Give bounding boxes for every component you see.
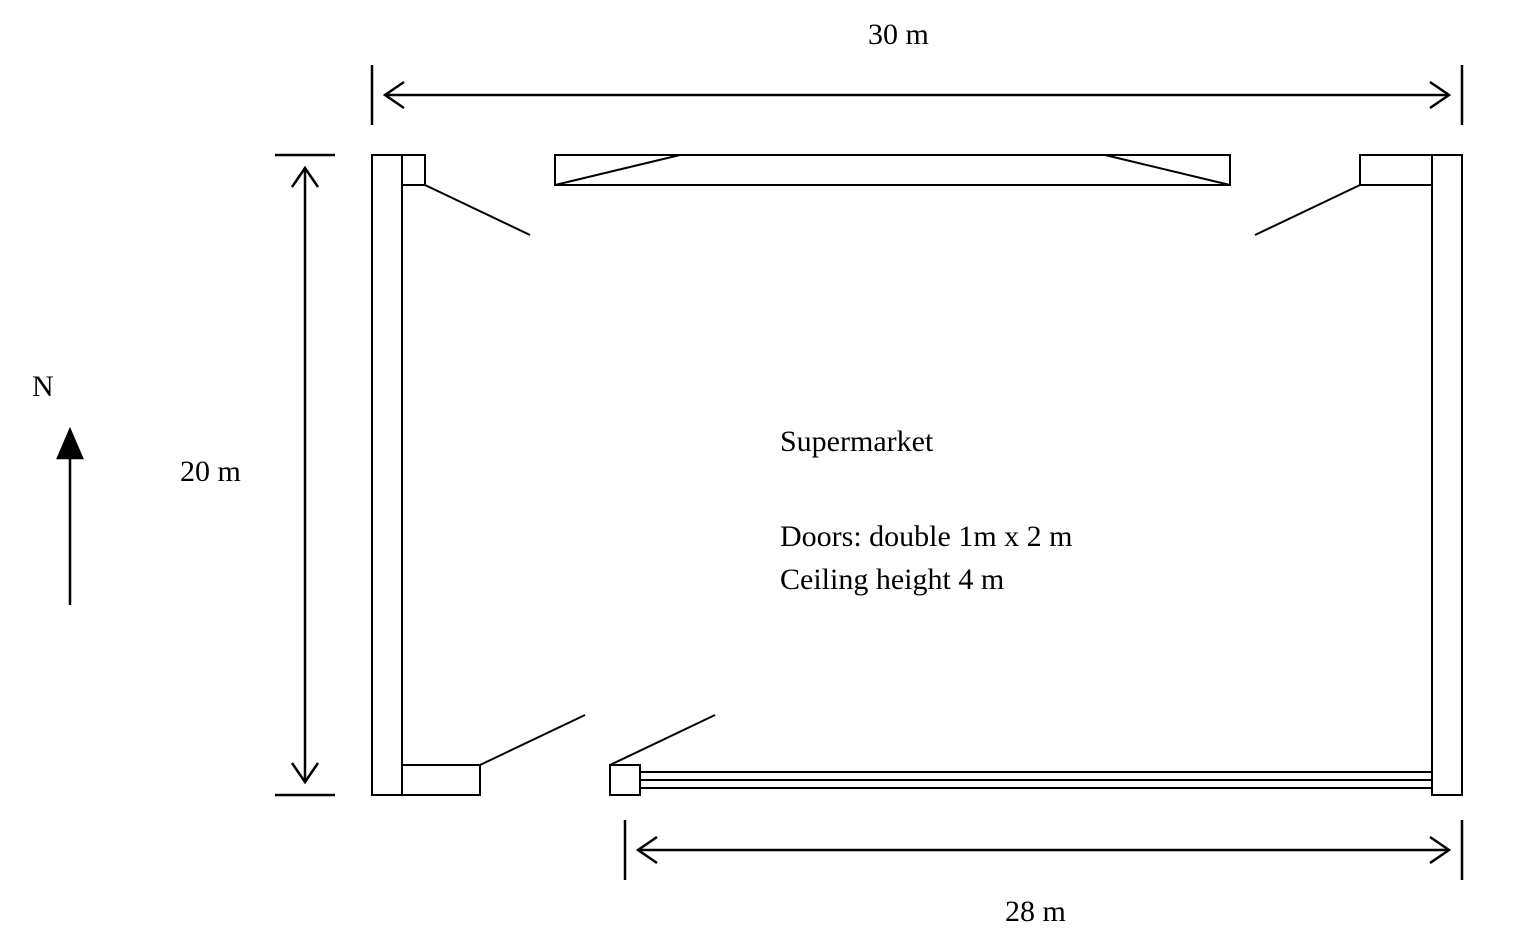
north-arrow-icon [58,430,82,605]
door-swings [425,155,1360,765]
dimension-top [372,65,1462,125]
dimension-left [275,155,335,795]
dimension-bottom [625,820,1462,880]
building-walls [372,155,1462,795]
floor-plan-svg [0,0,1524,946]
